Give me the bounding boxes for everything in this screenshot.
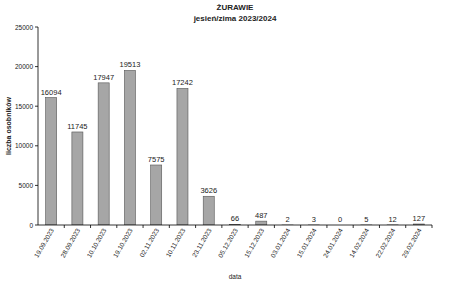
x-tick-label: 15.01.2024 xyxy=(295,227,318,259)
y-tick-label: 10000 xyxy=(15,142,33,149)
x-tick-label: 10.10.2023 xyxy=(85,227,108,259)
y-tick xyxy=(35,185,38,186)
x-axis-label: data xyxy=(229,273,242,280)
x-tick xyxy=(116,225,117,228)
data-label: 487 xyxy=(255,211,268,220)
bar xyxy=(46,98,57,225)
x-tick xyxy=(432,225,433,228)
x-tick-label: 15.12.2023 xyxy=(243,227,266,259)
x-tick-label: 22.02.2024 xyxy=(374,227,397,259)
data-label: 19513 xyxy=(120,60,141,69)
bar xyxy=(256,221,267,225)
x-tick-label: 29.02.2024 xyxy=(400,227,423,259)
x-tick xyxy=(353,225,354,228)
x-tick xyxy=(195,225,196,228)
x-tick xyxy=(90,225,91,228)
x-tick-label: 03.01.2024 xyxy=(269,227,292,259)
data-label: 66 xyxy=(231,214,239,223)
subtitle: jesień/zima 2023/2024 xyxy=(193,14,277,23)
x-tick-label: 05.12.2023 xyxy=(217,227,240,259)
x-tick-label: 28.09.2023 xyxy=(59,227,82,259)
data-label: 5 xyxy=(364,215,368,224)
title: ŻURAWIE xyxy=(217,3,255,12)
bar xyxy=(98,83,109,225)
y-axis-label: liczba osobników xyxy=(5,96,12,155)
data-label: 16094 xyxy=(41,88,62,97)
bar xyxy=(203,196,214,225)
x-tick xyxy=(143,225,144,228)
y-axis xyxy=(38,27,39,225)
x-tick-label: 10.11.2023 xyxy=(164,227,186,259)
y-tick xyxy=(35,106,38,107)
x-tick xyxy=(326,225,327,228)
data-label: 3 xyxy=(312,215,316,224)
x-tick xyxy=(379,225,380,228)
x-tick-label: 23.11.2023 xyxy=(191,227,213,259)
data-label: 11745 xyxy=(67,122,87,131)
x-tick xyxy=(248,225,249,228)
bar xyxy=(124,70,135,225)
y-tick xyxy=(35,66,38,67)
x-tick xyxy=(405,225,406,228)
x-tick-label: 19.09.2023 xyxy=(33,227,56,259)
x-tick xyxy=(300,225,301,228)
data-label: 7575 xyxy=(148,155,165,164)
y-tick xyxy=(35,27,38,28)
data-label: 0 xyxy=(338,215,342,224)
y-tick-label: 15000 xyxy=(15,103,33,110)
data-label: 17242 xyxy=(172,78,193,87)
y-tick-label: 5000 xyxy=(19,182,34,189)
x-tick xyxy=(169,225,170,228)
bar xyxy=(72,132,83,225)
data-label: 12 xyxy=(388,215,396,224)
x-axis xyxy=(38,225,432,226)
data-label: 3626 xyxy=(200,186,217,195)
y-tick xyxy=(35,145,38,146)
x-tick-label: 02.11.2023 xyxy=(138,227,160,259)
data-label: 2 xyxy=(285,215,289,224)
x-tick-label: 24.01.2024 xyxy=(322,227,345,259)
bar xyxy=(177,88,188,225)
y-tick-label: 20000 xyxy=(15,63,33,70)
bar xyxy=(151,165,162,225)
data-label: 127 xyxy=(413,214,426,223)
x-tick-label: 19.10.2023 xyxy=(111,227,134,259)
x-tick-label: 14.02.2024 xyxy=(348,227,371,259)
data-label: 17947 xyxy=(93,73,114,82)
y-tick xyxy=(35,225,38,226)
bars xyxy=(46,70,425,225)
x-tick xyxy=(274,225,275,228)
y-tick-label: 0 xyxy=(29,222,33,229)
x-tick xyxy=(64,225,65,228)
x-tick xyxy=(221,225,222,228)
chart: ŻURAWIE jesień/zima 2023/2024 liczba osobn… xyxy=(0,0,450,283)
y-tick-label: 25000 xyxy=(15,24,33,31)
